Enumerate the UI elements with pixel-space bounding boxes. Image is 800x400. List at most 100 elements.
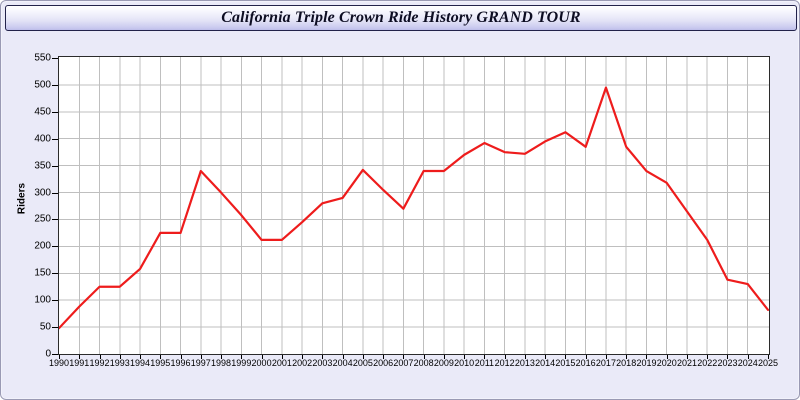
x-axis-tick-mark — [707, 355, 709, 359]
x-axis-tick-mark — [484, 355, 486, 359]
x-axis-tick-mark — [99, 355, 101, 359]
y-axis-tick-label: 550 — [34, 52, 51, 64]
x-axis-tick-mark — [747, 355, 749, 359]
x-axis-tick-mark — [646, 355, 648, 359]
x-axis-tick-mark — [281, 355, 283, 359]
x-axis-tick-mark — [59, 355, 60, 359]
x-axis-tick-label: 2001 — [271, 358, 292, 368]
y-axis-tick-labels: 0 50 100 150 200 250 300 350 400 450 500 550 — [5, 52, 51, 360]
x-axis-tick-mark — [200, 355, 202, 359]
x-axis-tick-mark — [241, 355, 243, 359]
y-axis-tick-label: 400 — [34, 133, 51, 145]
x-axis-tick-label: 1997 — [190, 358, 211, 368]
x-axis-tick-mark — [626, 355, 628, 359]
x-axis-tick-mark — [686, 355, 688, 359]
x-axis-tick-label: 2021 — [676, 358, 697, 368]
x-axis-tick-label: 2023 — [717, 358, 738, 368]
x-axis-tick-mark — [403, 355, 405, 359]
grid-lines — [59, 57, 769, 354]
x-axis-tick-label: 2015 — [555, 358, 576, 368]
x-axis-tick-mark — [261, 355, 263, 359]
x-axis-tick-label: 2017 — [595, 358, 616, 368]
window-titlebar: California Triple Crown Ride History GRA… — [5, 5, 797, 31]
x-axis-tick-mark — [322, 355, 324, 359]
x-axis-tick-label: 2011 — [474, 358, 495, 368]
x-axis-tick-label: 1998 — [211, 358, 232, 368]
x-axis-tick-mark — [605, 355, 607, 359]
x-axis-tick-label: 1993 — [109, 358, 130, 368]
y-axis-tick-marks — [52, 56, 58, 355]
y-axis-tick-mark — [52, 192, 58, 194]
x-axis-tick-mark — [383, 355, 385, 359]
y-axis-tick-label: 50 — [39, 321, 51, 333]
y-axis-tick-label: 500 — [34, 79, 51, 91]
page-title: California Triple Crown Ride History GRA… — [221, 9, 581, 26]
plot-area — [58, 56, 770, 355]
y-axis-tick-mark — [52, 138, 58, 140]
x-axis-tick-mark — [342, 355, 344, 359]
y-axis-tick-mark — [52, 273, 58, 275]
y-axis-tick-mark — [52, 354, 58, 355]
y-axis-tick-label: 250 — [34, 213, 51, 225]
x-axis-tick-label: 2009 — [433, 358, 454, 368]
y-axis-tick-mark — [52, 58, 58, 59]
x-axis-tick-label: 2000 — [251, 358, 272, 368]
x-axis-tick-label: 2012 — [494, 358, 515, 368]
x-axis-tick-label: 2022 — [697, 358, 718, 368]
x-axis-tick-labels: 1990 1991 1992 1993 1994 1995 1996 1997 1998 1999… — [49, 358, 778, 378]
x-axis-tick-mark — [666, 355, 668, 359]
x-axis-tick-label: 2003 — [312, 358, 333, 368]
x-axis-tick-label: 1990 — [48, 358, 70, 368]
y-axis-tick-label: 100 — [34, 294, 51, 306]
x-axis-tick-mark — [119, 355, 121, 359]
x-axis-tick-label: 2025 — [757, 358, 779, 368]
x-axis-tick-mark — [727, 355, 729, 359]
x-axis-tick-label: 2018 — [616, 358, 637, 368]
x-axis-tick-label: 2005 — [352, 358, 373, 368]
y-axis-tick-mark — [52, 84, 58, 86]
x-axis-tick-mark — [221, 355, 223, 359]
y-axis-tick-mark — [52, 300, 58, 302]
y-axis-tick-label: 300 — [34, 187, 51, 199]
x-axis-tick-label: 2008 — [413, 358, 434, 368]
y-axis-tick-label: 150 — [34, 267, 51, 279]
y-axis-tick-mark — [52, 111, 58, 113]
y-axis-tick-label: 200 — [34, 240, 51, 252]
x-axis-tick-marks — [58, 355, 770, 360]
x-axis-tick-mark — [524, 355, 526, 359]
x-axis-tick-mark — [140, 355, 142, 359]
y-axis-tick-mark — [52, 219, 58, 221]
x-axis-tick-mark — [180, 355, 182, 359]
x-axis-tick-mark — [545, 355, 547, 359]
x-axis-tick-label: 1991 — [69, 358, 90, 368]
x-axis-tick-mark — [565, 355, 567, 359]
x-axis-tick-mark — [443, 355, 445, 359]
x-axis-tick-label: 2007 — [393, 358, 414, 368]
x-axis-tick-mark — [160, 355, 162, 359]
x-axis-tick-label: 1992 — [89, 358, 110, 368]
x-axis-tick-label: 2004 — [332, 358, 353, 368]
x-axis-tick-mark — [362, 355, 364, 359]
x-axis-tick-mark — [79, 355, 81, 359]
x-axis-tick-mark — [585, 355, 587, 359]
x-axis-tick-label: 2002 — [292, 358, 313, 368]
x-axis-tick-label: 2010 — [454, 358, 475, 368]
x-axis-tick-mark — [504, 355, 506, 359]
x-axis-tick-label: 1996 — [170, 358, 191, 368]
y-axis-tick-mark — [52, 165, 58, 167]
y-axis-tick-mark — [52, 246, 58, 248]
x-axis-tick-label: 2016 — [575, 358, 596, 368]
x-axis-tick-label: 2020 — [656, 358, 677, 368]
x-axis-tick-label: 2024 — [737, 358, 758, 368]
x-axis-tick-label: 1999 — [231, 358, 252, 368]
y-axis-tick-mark — [52, 327, 58, 329]
y-axis-tick-label: 450 — [34, 106, 51, 118]
x-axis-tick-mark — [768, 355, 769, 359]
y-axis-tick-label: 0 — [45, 348, 51, 360]
chart-container: Riders 0 50 100 150 200 250 300 350 400 450 500 550… — [5, 33, 797, 397]
x-axis-tick-mark — [423, 355, 425, 359]
data-line-series — [59, 86, 769, 330]
y-axis-tick-label: 350 — [34, 160, 51, 172]
x-axis-tick-label: 2019 — [636, 358, 657, 368]
